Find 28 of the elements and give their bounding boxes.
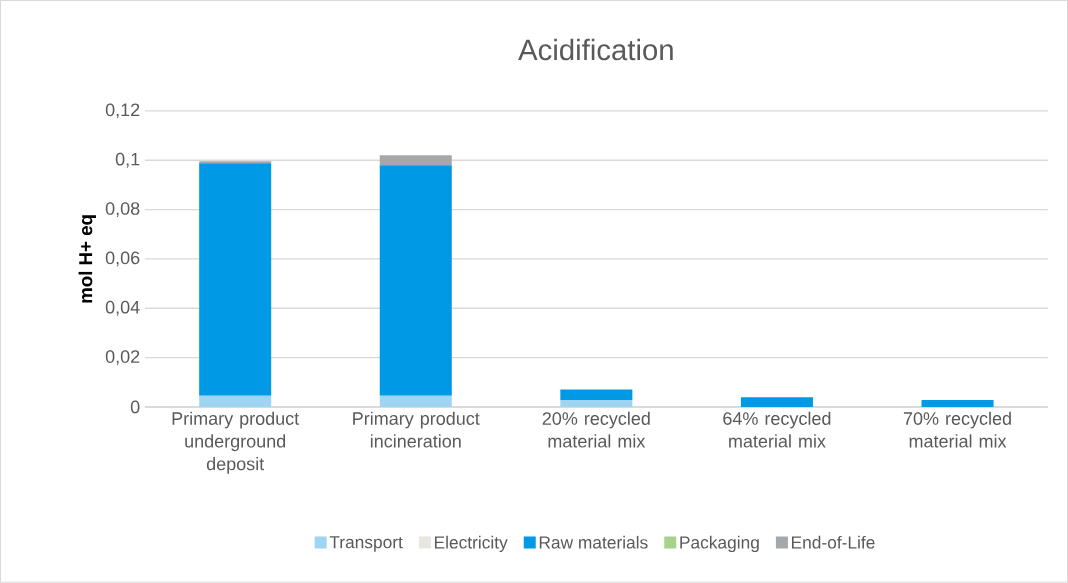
bar <box>199 395 272 408</box>
y-tick-label: 0,02 <box>105 350 140 366</box>
y-tick-label: 0,12 <box>105 103 140 119</box>
x-tick-label: Primary product incineration <box>353 411 480 448</box>
bar <box>560 389 633 401</box>
legend-label: Packaging <box>680 535 759 553</box>
y-tick-label: 0,08 <box>105 202 140 218</box>
x-tick-label: 64% recycled material mix <box>723 411 831 448</box>
bar <box>379 155 452 166</box>
legend-label: Raw materials <box>539 535 648 549</box>
legend-label: Electricity <box>434 535 508 553</box>
legend-label: Transport <box>329 536 403 552</box>
x-tick-label: 70% recycled material mix <box>903 411 1011 448</box>
x-tick-label: Primary product underground deposit <box>172 411 300 474</box>
bar <box>379 395 452 408</box>
y-tick-label: 0,06 <box>105 251 140 267</box>
bar <box>740 397 813 408</box>
chart-title: Acidification <box>518 38 673 61</box>
y-tick-label: 0,1 <box>115 152 140 168</box>
y-tick-label: 0 <box>130 400 140 414</box>
x-tick-label: 20% recycled material mix <box>542 411 650 448</box>
y-axis-title: mol H+ eq <box>78 215 96 303</box>
y-tick-label: 0,04 <box>105 300 140 316</box>
bar <box>379 165 452 396</box>
bar <box>560 400 633 408</box>
bar <box>199 163 272 396</box>
legend-label: End-of-Life <box>791 535 875 549</box>
bar <box>921 400 994 408</box>
